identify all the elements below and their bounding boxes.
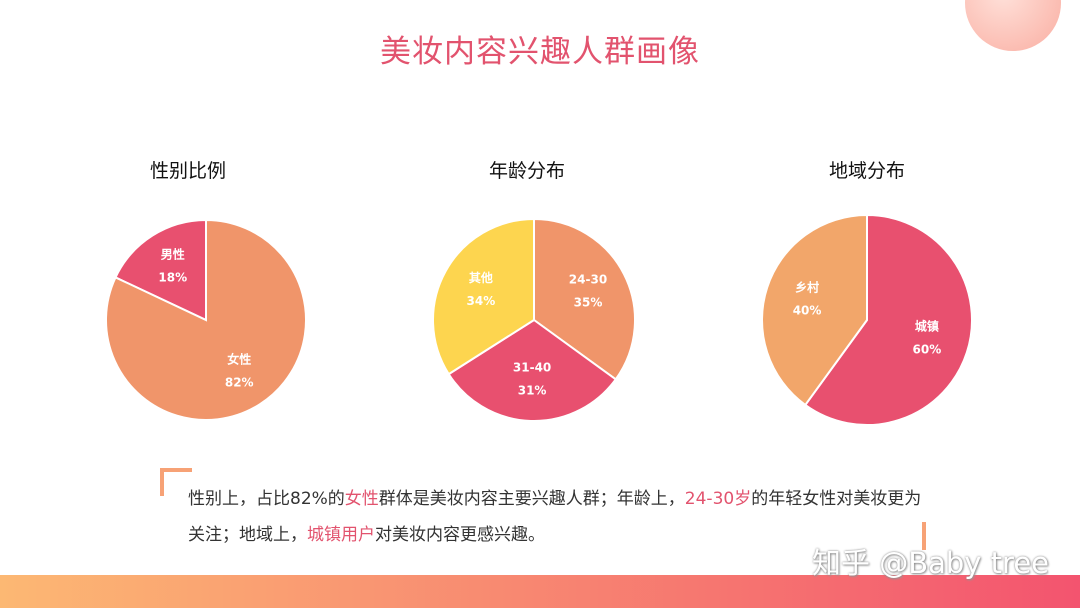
slice-percent-label: 82% — [225, 375, 254, 389]
pie-slice-24-30 — [533, 217, 636, 381]
note-text: 群体是美妆内容主要兴趣人群；年龄上， — [378, 489, 685, 509]
slice-name-label: 24-30 — [569, 272, 607, 286]
slice-percent-label: 35% — [574, 295, 603, 309]
pie-slice-31-40 — [447, 318, 618, 422]
pie-slice-乡村 — [761, 213, 868, 407]
slice-name-label: 女性 — [227, 351, 251, 366]
slice-percent-label: 34% — [467, 294, 496, 308]
slice-percent-label: 40% — [793, 304, 822, 318]
note-highlight: 24-30岁 — [684, 489, 752, 509]
pie-slice-男性 — [114, 218, 207, 322]
slice-name-label: 城镇 — [915, 318, 939, 333]
footer-gradient-bar — [0, 575, 1080, 608]
slice-percent-label: 31% — [518, 384, 547, 398]
note-highlight: 城镇用户 — [307, 525, 375, 545]
slice-name-label: 男性 — [161, 247, 185, 262]
watermark: 知乎 @Baby tree — [812, 546, 1050, 580]
chart-title-gender: 性别比例 — [149, 160, 226, 182]
slice-percent-label: 60% — [913, 342, 942, 356]
slice-name-label: 31-40 — [513, 361, 551, 375]
chart-title-region: 地域分布 — [828, 160, 905, 182]
pie-slice-其他 — [432, 217, 535, 376]
note-text: 性别上，占比82%的 — [188, 489, 345, 509]
summary-text: 性别上，占比82%的女性群体是美妆内容主要兴趣人群；年龄上，24-30岁的年轻女… — [188, 481, 928, 553]
pie-slice-城镇 — [803, 213, 973, 426]
page-title: 美妆内容兴趣人群画像 — [380, 34, 700, 70]
note-text: 的年轻女性对美妆更为关注；地域上， — [188, 489, 922, 545]
slice-percent-label: 18% — [158, 271, 187, 285]
pie-slice-女性 — [105, 218, 307, 421]
note-text: 对美妆内容更感兴趣。 — [375, 525, 545, 545]
slice-name-label: 乡村 — [795, 280, 819, 295]
quote-corner-top-left — [160, 468, 192, 496]
quote-corner-bottom-right — [922, 522, 926, 550]
slice-name-label: 其他 — [469, 270, 493, 285]
note-highlight: 女性 — [344, 489, 379, 509]
chart-title-age: 年龄分布 — [488, 160, 565, 182]
